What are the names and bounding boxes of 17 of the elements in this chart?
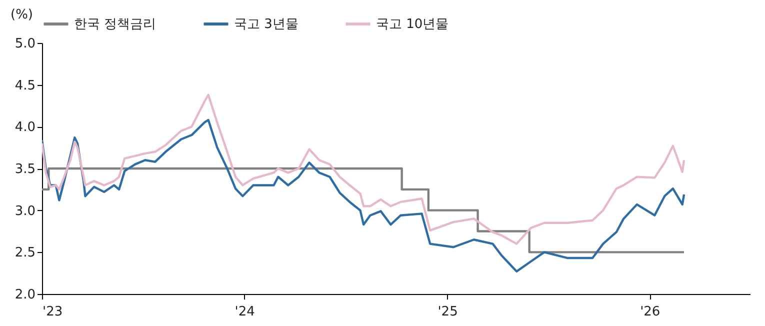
y-tick-label: 3.0 [14, 204, 36, 219]
y-tick-label: 3.5 [14, 162, 36, 177]
y-tick-label: 2.5 [14, 246, 36, 261]
y-tick-label: 4.0 [14, 120, 36, 136]
x-tick-label: '26 [640, 304, 660, 320]
x-tick-label: '24 [234, 304, 255, 320]
line-series [42, 118, 686, 273]
line-series [42, 94, 686, 245]
y-tick-label: 5.0 [14, 36, 36, 52]
x-tick-label: '23 [42, 304, 63, 320]
legend-label: 한국 정책금리 [74, 17, 156, 32]
y-tick-label: 4.5 [14, 78, 36, 94]
legend-label: 국고 10년물 [376, 17, 449, 32]
y-axis-title: (%) [10, 8, 33, 22]
x-tick-label: '25 [438, 304, 458, 320]
legend-label: 국고 3년물 [234, 17, 298, 32]
y-tick-label: 2.0 [14, 288, 36, 302]
